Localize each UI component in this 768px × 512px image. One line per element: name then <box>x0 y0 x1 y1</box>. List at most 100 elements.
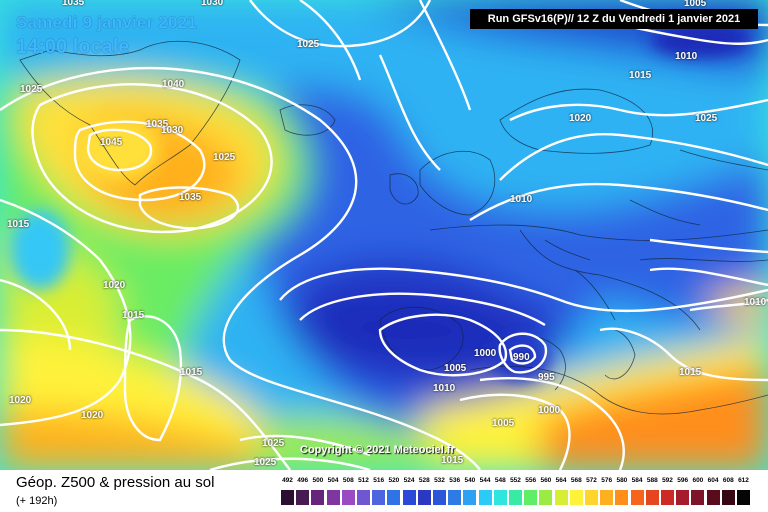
isobar-label: 1010 <box>675 51 698 62</box>
scale-swatch <box>554 490 568 505</box>
isobar-label: 1025 <box>213 152 236 163</box>
scale-swatch <box>372 490 386 505</box>
scale-swatch <box>585 490 598 505</box>
isobar-label: 1015 <box>679 367 702 378</box>
scale-swatch <box>706 490 720 505</box>
scale-swatch <box>387 490 401 505</box>
z500-field <box>0 0 768 470</box>
scale-label: 512 <box>358 477 369 484</box>
isobar-label: 1005 <box>492 418 515 429</box>
scale-label: 596 <box>677 477 689 484</box>
scale-swatch <box>539 490 553 505</box>
scale-swatch <box>433 490 446 505</box>
scale-label: 568 <box>570 477 582 484</box>
scale-swatch <box>493 490 507 505</box>
scale-swatch <box>509 490 522 505</box>
isobar-label: 1025 <box>695 113 718 124</box>
scale-swatch <box>524 490 538 505</box>
scale-label: 560 <box>540 477 552 484</box>
legend-title: Géop. Z500 & pression au sol <box>16 474 215 491</box>
scale-swatch <box>357 490 370 505</box>
isobar-label: 1025 <box>262 438 285 449</box>
scale-label: 576 <box>601 477 613 484</box>
scale-swatch <box>569 490 583 505</box>
scale-label: 540 <box>464 477 476 484</box>
scale-label: 504 <box>327 477 339 484</box>
scale-label: 508 <box>342 477 354 484</box>
scale-label: 528 <box>418 477 430 484</box>
isobar-label: 1010 <box>744 297 767 308</box>
scale-label: 520 <box>388 477 400 484</box>
isobar-label: 1015 <box>7 219 30 230</box>
scale-label: 524 <box>403 477 415 484</box>
isobar-label: 1010 <box>510 194 533 205</box>
copyright-notice: Copyright © 2021 Meteociel.fr <box>300 444 455 456</box>
scale-swatch <box>281 490 294 505</box>
scale-swatch <box>615 490 629 505</box>
scale-swatch <box>645 490 659 505</box>
forecast-hour: (+ 192h) <box>16 495 58 507</box>
isobar-label: 1000 <box>474 348 497 359</box>
scale-swatch <box>721 490 735 505</box>
isobar-label: 1035 <box>62 0 85 8</box>
isobar-label: 1025 <box>20 84 43 95</box>
isobar-label: 1010 <box>433 383 456 394</box>
scale-swatch <box>417 490 431 505</box>
scale-swatch <box>341 490 355 505</box>
scale-swatch <box>676 490 690 505</box>
scale-swatch <box>448 490 462 505</box>
scale-swatch <box>691 490 705 505</box>
isobar-label: 1035 <box>146 119 169 130</box>
isobar-label: 1025 <box>254 457 277 468</box>
map-time-title: 14:00 locale <box>16 36 130 58</box>
isobar-label: 1000 <box>538 405 561 416</box>
scale-label: 572 <box>586 477 597 484</box>
isobar-label: 1035 <box>179 192 202 203</box>
isobar-label: 1045 <box>100 137 123 148</box>
isobar-label: 1015 <box>122 310 145 321</box>
scale-label: 608 <box>722 477 734 484</box>
scale-label: 496 <box>297 477 309 484</box>
map-date-title: Samedi 9 janvier 2021 <box>16 13 197 32</box>
isobar-label: 1020 <box>569 113 592 124</box>
isobar-label: 990 <box>513 352 530 363</box>
scale-label: 564 <box>555 477 567 484</box>
scale-label: 612 <box>738 477 749 484</box>
isobar-label: 1015 <box>180 367 203 378</box>
scale-label: 592 <box>662 477 673 484</box>
isobar-label: 1020 <box>103 280 126 291</box>
scale-label: 556 <box>525 477 537 484</box>
scale-swatch <box>661 490 674 505</box>
scale-label: 516 <box>373 477 385 484</box>
scale-label: 536 <box>449 477 461 484</box>
scale-label: 584 <box>631 477 643 484</box>
isobar-label: 995 <box>538 372 555 383</box>
scale-label: 580 <box>616 477 628 484</box>
legend-panel: Géop. Z500 & pression au sol (+ 192h) 49… <box>0 470 768 512</box>
scale-swatch <box>630 490 644 505</box>
isobar-label: 1005 <box>684 0 707 9</box>
scale-label: 492 <box>282 477 293 484</box>
scale-label: 532 <box>434 477 445 484</box>
model-run-info: Run GFSv16(P)// 12 Z du Vendredi 1 janvi… <box>470 9 758 29</box>
scale-label: 548 <box>494 477 506 484</box>
scale-swatch <box>296 490 310 505</box>
scale-label: 552 <box>510 477 521 484</box>
isobar-label: 1020 <box>81 410 104 421</box>
scale-swatch <box>402 490 416 505</box>
scale-label: 588 <box>646 477 658 484</box>
scale-swatch <box>311 490 325 505</box>
isobar-label: 1040 <box>162 79 185 90</box>
scale-label: 500 <box>312 477 324 484</box>
scale-swatch <box>737 490 750 505</box>
scale-swatch <box>326 490 340 505</box>
isobar-label: 1015 <box>441 455 464 466</box>
scale-swatch <box>478 490 492 505</box>
isobar-label: 1025 <box>297 39 320 50</box>
isobar-label: 1030 <box>161 125 184 136</box>
isobar-label: 1020 <box>9 395 32 406</box>
scale-label: 600 <box>692 477 704 484</box>
scale-label: 544 <box>479 477 491 484</box>
isobar-label: 1005 <box>444 363 467 374</box>
